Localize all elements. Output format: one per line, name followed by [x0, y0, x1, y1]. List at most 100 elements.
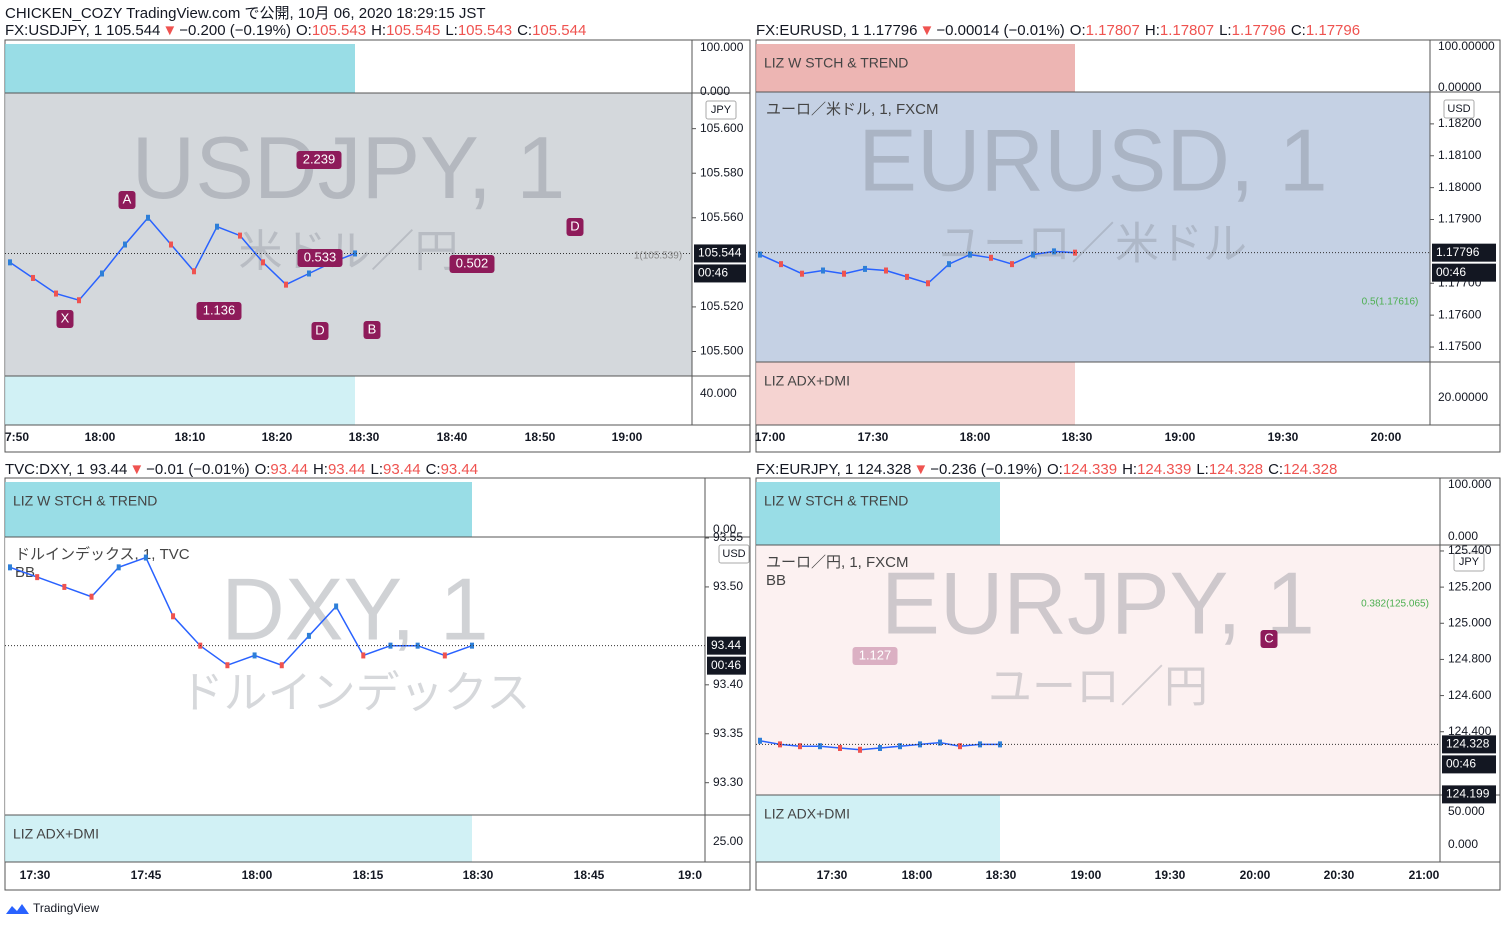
ohlc-value: 105.544: [532, 22, 586, 39]
x-tick-label: 19:0: [678, 868, 702, 882]
y-tick-label: 105.500: [700, 344, 744, 358]
indicator-tick-label: 100.000: [700, 40, 744, 54]
ohlc-key: O:: [296, 22, 312, 39]
candle: [989, 254, 993, 261]
x-tick-label: 19:00: [612, 430, 643, 444]
bottom-pane-band: [5, 815, 472, 862]
pattern-label: 0.502: [456, 255, 489, 270]
price-tag: 00:46: [711, 658, 741, 672]
currency: USD: [1447, 103, 1470, 115]
candle: [758, 737, 762, 744]
currency: JPY: [711, 104, 732, 116]
change: −0.00014 (−0.01%): [936, 22, 1064, 39]
main-pane-bg: [756, 92, 1430, 362]
candle: [169, 241, 173, 248]
candle: [800, 270, 804, 277]
indicator-tick-label: 20.00000: [1438, 390, 1488, 404]
pattern-label-bg: [363, 321, 381, 339]
ohlc-value: 93.44: [270, 461, 308, 478]
price-tag-bg: [707, 636, 746, 655]
last-price: 93.44: [90, 461, 128, 478]
price-tag-bg: [694, 244, 746, 263]
candle: [8, 564, 12, 571]
chart-panel: TVC:DXY, 1 93.44 ▼ −0.01 (−0.01%) O:93.44 H:9…: [4, 461, 751, 891]
symbol: FX:EURJPY, 1: [756, 461, 853, 478]
pattern-label-bg: [449, 255, 495, 273]
candle: [279, 662, 284, 669]
price-line: [759, 250, 1076, 285]
pattern-label: D: [315, 322, 324, 337]
candle: [31, 274, 35, 281]
candle: [171, 613, 176, 620]
currency-box: [705, 100, 737, 120]
ohlc-key: L:: [445, 22, 458, 39]
candle: [100, 270, 104, 277]
y-tick-label: 124.400: [1448, 724, 1492, 738]
main-pane-bg: [756, 545, 1440, 795]
candle: [306, 632, 311, 639]
indicator-tick-label: 100.000: [1448, 477, 1492, 491]
y-tick-label: 105.580: [700, 165, 744, 179]
candle: [905, 273, 909, 280]
price-tag-bg: [707, 656, 746, 675]
candle: [123, 241, 127, 248]
pattern-label-bg: [56, 310, 74, 328]
watermark-sub: ユーロ／円: [988, 663, 1208, 712]
ohlc-value: 93.44: [383, 461, 421, 478]
ohlc-value: 105.545: [386, 22, 440, 39]
price-tag: 124.199: [1446, 787, 1490, 801]
price-tag: 00:46: [698, 266, 728, 280]
x-tick-label: 20:00: [1371, 430, 1402, 444]
currency-box: [718, 544, 750, 564]
watermark: DXY, 1: [221, 559, 488, 658]
candle: [143, 554, 148, 561]
price-tag: 00:46: [1446, 757, 1476, 771]
x-tick-label: 7:50: [5, 430, 29, 444]
currency-box: [1443, 99, 1475, 119]
candle: [838, 745, 842, 752]
chart-panel: FX:USDJPY, 1 105.544 ▼ −0.200 (−0.19%) O:105…: [4, 22, 751, 453]
ohlc-key: O:: [1070, 22, 1086, 39]
ohlc-value: 105.543: [458, 22, 512, 39]
change-arrow: ▼: [919, 22, 934, 39]
watermark: EURJPY, 1: [881, 553, 1315, 652]
chart-panel: FX:EURJPY, 1 124.328 ▼ −0.236 (−0.19%) O:124…: [755, 461, 1501, 891]
y-tick-label: 125.400: [1448, 543, 1492, 557]
candle: [238, 232, 242, 239]
symbol: FX:USDJPY, 1: [5, 22, 102, 39]
ohlc-value: 124.339: [1137, 461, 1191, 478]
y-tick-label: 105.600: [700, 121, 744, 135]
last-price: 124.328: [857, 461, 911, 478]
candle: [77, 297, 81, 304]
candle: [89, 593, 94, 600]
last-price: 105.544: [106, 22, 160, 39]
legend: ユーロ／円, 1, FXCM: [766, 554, 909, 571]
top-pane-band: [5, 44, 355, 93]
bottom-pane-band: [5, 376, 355, 425]
ohlc-key: H:: [1122, 461, 1137, 478]
price-tag: 105.544: [698, 246, 742, 260]
pattern-label: 1.136: [203, 302, 236, 317]
candle: [192, 268, 196, 275]
change: −0.01 (−0.01%): [146, 461, 249, 478]
y-tick-label: 93.50: [713, 579, 743, 593]
indicator-tick-label: 25.00: [713, 834, 743, 848]
pattern-label: C: [1264, 630, 1273, 645]
indicator-tick-label: 0.00: [713, 522, 737, 536]
pattern-label: 0.382(125.065): [1361, 599, 1429, 610]
candle: [884, 267, 888, 274]
candle: [918, 741, 922, 748]
pattern-label: D: [570, 218, 579, 233]
candle: [307, 270, 311, 277]
bottom-pane-band: [756, 795, 1000, 862]
main-pane-bg: [5, 537, 705, 815]
x-tick-label: 18:20: [262, 430, 293, 444]
ohlc-value: 1.17807: [1086, 22, 1140, 39]
candle: [968, 251, 972, 258]
x-tick-label: 21:00: [1409, 868, 1440, 882]
x-tick-label: 18:00: [960, 430, 991, 444]
x-tick-label: 17:00: [755, 430, 786, 444]
candle: [8, 259, 12, 266]
indicator-tick-label: 100.00000: [1438, 39, 1495, 53]
y-tick-label: 93.40: [713, 677, 743, 691]
